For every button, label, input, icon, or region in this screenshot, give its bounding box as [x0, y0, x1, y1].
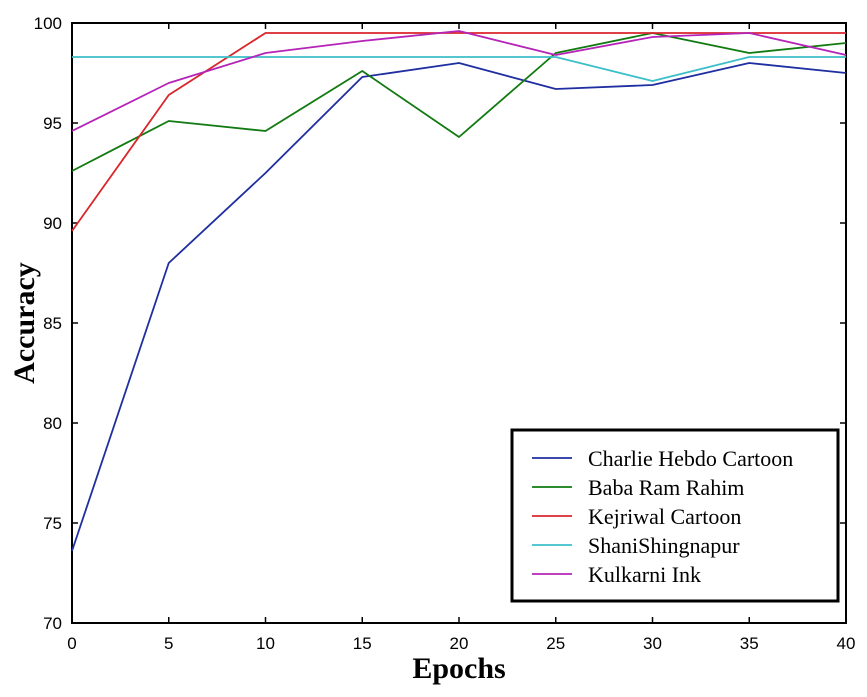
series-line-2 [71, 32, 846, 232]
series-lines [71, 30, 847, 552]
x-tick-label: 15 [353, 634, 372, 653]
legend: Charlie Hebdo Cartoon Baba Ram Rahim Kejri… [510, 428, 840, 603]
y-tick-label: 85 [43, 314, 62, 333]
axis-ticks: 0 5 10 15 20 25 30 35 40 70 75 80 85 90 95 100 [34, 14, 856, 653]
legend-label: ShaniShingnapur [588, 533, 740, 558]
legend-label: Charlie Hebdo Cartoon [588, 446, 793, 471]
series-line-3 [72, 56, 846, 82]
y-tick-label: 70 [43, 614, 62, 633]
y-tick-label: 90 [43, 214, 62, 233]
x-tick-label: 10 [256, 634, 275, 653]
y-axis-label: Accuracy [8, 262, 41, 384]
series-line-4 [71, 30, 847, 132]
y-tick-label: 80 [43, 414, 62, 433]
x-tick-label: 0 [67, 634, 76, 653]
x-tick-label: 35 [740, 634, 759, 653]
legend-label: Kejriwal Cartoon [588, 504, 741, 529]
x-axis-label: Epochs [412, 652, 505, 685]
y-tick-label: 95 [43, 114, 62, 133]
x-tick-label: 20 [450, 634, 469, 653]
legend-label: Kulkarni Ink [588, 562, 701, 587]
y-tick-label: 75 [43, 514, 62, 533]
series-line-1 [71, 32, 847, 172]
y-tick-label: 100 [34, 14, 62, 33]
x-tick-label: 5 [164, 634, 173, 653]
x-tick-label: 30 [643, 634, 662, 653]
legend-label: Baba Ram Rahim [588, 475, 744, 500]
x-tick-label: 25 [546, 634, 565, 653]
series-line-0 [71, 62, 847, 552]
x-tick-label: 40 [837, 634, 856, 653]
